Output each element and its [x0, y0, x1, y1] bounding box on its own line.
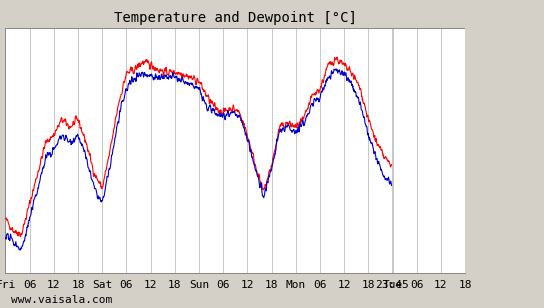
Text: www.vaisala.com: www.vaisala.com — [11, 295, 112, 305]
Text: Temperature and Dewpoint [°C]: Temperature and Dewpoint [°C] — [114, 11, 357, 25]
